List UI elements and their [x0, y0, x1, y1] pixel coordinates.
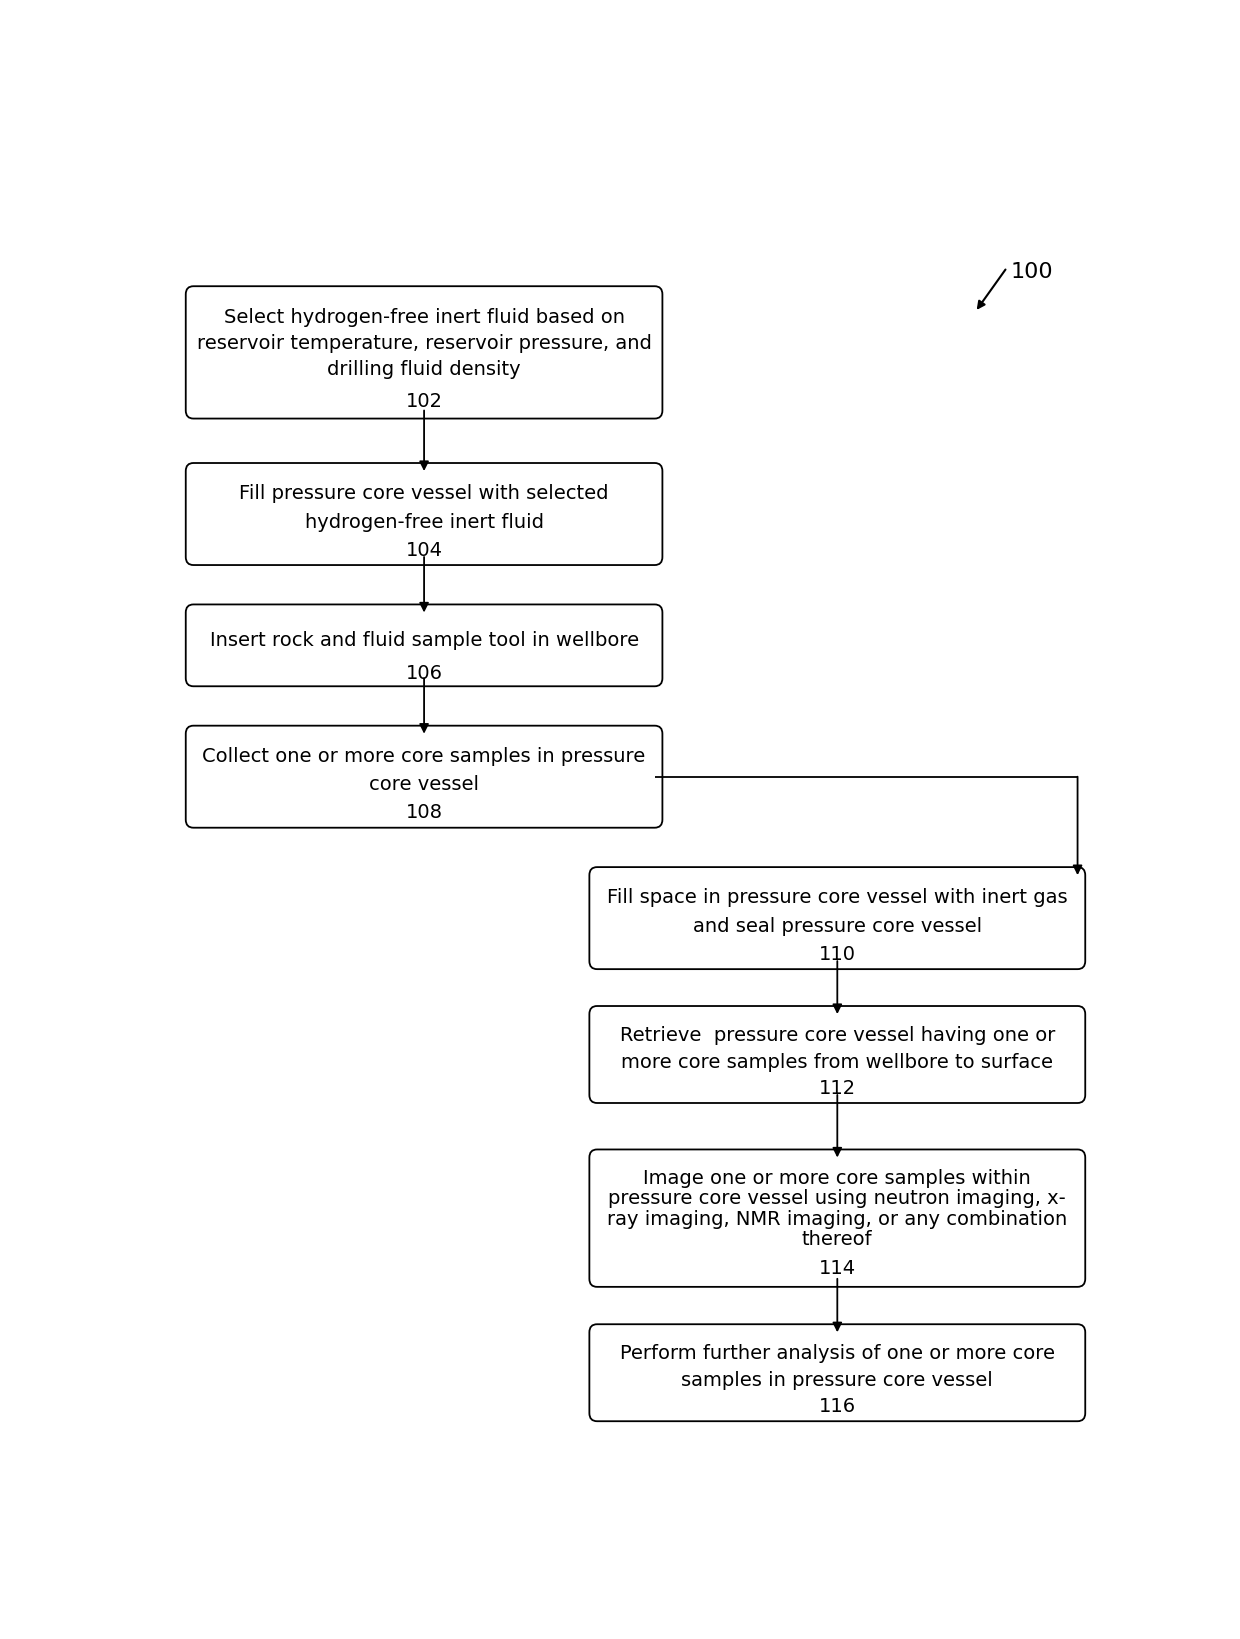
Text: Retrieve  pressure core vessel having one or: Retrieve pressure core vessel having one…: [620, 1024, 1055, 1044]
Text: 114: 114: [818, 1259, 856, 1277]
FancyBboxPatch shape: [589, 1324, 1085, 1421]
Text: 110: 110: [818, 944, 856, 964]
Text: more core samples from wellbore to surface: more core samples from wellbore to surfa…: [621, 1052, 1053, 1070]
Text: reservoir temperature, reservoir pressure, and: reservoir temperature, reservoir pressur…: [197, 334, 651, 352]
Text: Fill space in pressure core vessel with inert gas: Fill space in pressure core vessel with …: [608, 887, 1068, 906]
FancyBboxPatch shape: [589, 1006, 1085, 1103]
Text: 112: 112: [818, 1078, 856, 1098]
FancyBboxPatch shape: [186, 726, 662, 828]
Text: Perform further analysis of one or more core: Perform further analysis of one or more …: [620, 1342, 1055, 1362]
Text: pressure core vessel using neutron imaging, x-: pressure core vessel using neutron imagi…: [609, 1188, 1066, 1208]
Text: 108: 108: [405, 803, 443, 821]
Text: 106: 106: [405, 664, 443, 682]
Text: Collect one or more core samples in pressure: Collect one or more core samples in pres…: [202, 746, 646, 765]
Text: hydrogen-free inert fluid: hydrogen-free inert fluid: [305, 513, 543, 531]
Text: Insert rock and fluid sample tool in wellbore: Insert rock and fluid sample tool in wel…: [210, 631, 639, 651]
Text: Select hydrogen-free inert fluid based on: Select hydrogen-free inert fluid based o…: [223, 308, 625, 326]
Text: Fill pressure core vessel with selected: Fill pressure core vessel with selected: [239, 484, 609, 503]
Text: and seal pressure core vessel: and seal pressure core vessel: [693, 916, 982, 936]
Text: 116: 116: [818, 1396, 856, 1416]
Text: drilling fluid density: drilling fluid density: [327, 359, 521, 379]
Text: 100: 100: [1011, 262, 1053, 282]
Text: 104: 104: [405, 541, 443, 559]
Text: samples in pressure core vessel: samples in pressure core vessel: [682, 1370, 993, 1388]
FancyBboxPatch shape: [186, 605, 662, 687]
FancyBboxPatch shape: [589, 867, 1085, 970]
Text: core vessel: core vessel: [370, 775, 479, 793]
FancyBboxPatch shape: [186, 287, 662, 420]
Text: thereof: thereof: [802, 1229, 873, 1247]
Text: 102: 102: [405, 392, 443, 410]
Text: Image one or more core samples within: Image one or more core samples within: [644, 1169, 1032, 1187]
FancyBboxPatch shape: [186, 464, 662, 565]
Text: ray imaging, NMR imaging, or any combination: ray imaging, NMR imaging, or any combina…: [608, 1210, 1068, 1228]
FancyBboxPatch shape: [589, 1151, 1085, 1287]
